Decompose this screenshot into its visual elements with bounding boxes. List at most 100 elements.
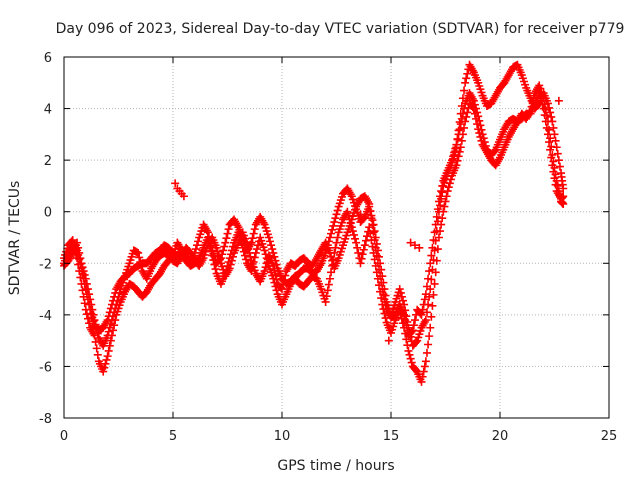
data-point-marker [551,180,560,189]
data-point-marker [422,348,431,357]
data-point-marker [408,326,417,335]
data-point-marker [432,256,441,265]
data-point-marker [428,301,437,310]
data-point-marker [76,273,85,282]
data-point-marker [473,108,482,117]
data-point-marker [543,130,552,139]
data-point-marker [213,247,222,256]
data-point-marker [93,350,102,359]
data-point-marker [545,138,554,147]
data-point-marker [402,321,411,330]
data-point-marker [548,161,557,170]
data-point-marker [112,300,121,309]
data-point-marker [419,367,428,376]
data-point-marker [366,207,375,216]
data-point-marker [554,96,563,105]
data-point-marker [225,264,234,273]
data-point-marker [279,280,288,289]
data-point-marker [371,243,380,252]
x-tick-label: 20 [492,429,509,444]
data-point-marker [448,156,457,165]
data-point-marker [194,237,203,246]
data-point-marker [280,276,289,285]
x-tick-label: 5 [169,429,177,444]
data-point-marker [440,202,449,211]
data-point-marker [266,237,275,246]
data-point-marker [260,246,269,255]
y-tick-label: -6 [39,360,52,375]
data-point-marker [480,138,489,147]
data-point-marker [324,280,333,289]
data-point-marker [376,272,385,281]
data-point-marker [406,238,415,247]
data-point-marker [422,308,431,317]
data-point-marker [249,229,258,238]
data-point-marker [104,327,113,336]
data-point-marker [68,236,77,245]
data-point-marker [421,316,430,325]
data-point-marker [83,285,92,294]
data-point-marker [432,212,441,221]
data-point-marker [430,279,439,288]
data-point-marker [549,167,558,176]
data-point-marker [418,372,427,381]
data-point-marker [77,259,86,268]
data-point-marker [379,290,388,299]
data-point-marker [331,214,340,223]
data-point-marker [421,357,430,366]
data-point-marker [260,267,269,276]
x-tick-label: 25 [601,429,618,444]
data-point-marker [92,325,101,334]
data-point-marker [351,234,360,243]
data-point-marker [456,120,465,129]
data-point-marker [78,263,87,272]
data-point-marker [453,135,462,144]
data-point-marker [192,241,201,250]
data-point-marker [400,310,409,319]
data-point-marker [540,111,549,120]
data-point-marker [410,316,419,325]
chart-title: Day 096 of 2023, Sidereal Day-to-day VTE… [56,21,625,37]
data-point-marker [137,262,146,271]
data-point-marker [542,123,551,132]
data-point-marker [409,321,418,330]
data-point-marker [73,238,82,247]
data-point-marker [410,241,419,250]
data-point-marker [420,362,429,371]
data-point-marker [220,242,229,251]
data-point-marker [81,274,90,283]
data-point-marker [114,292,123,301]
data-point-marker [454,130,463,139]
data-point-marker [460,104,469,113]
data-point-marker [356,259,365,268]
data-point-marker [367,214,376,223]
x-tick-label: 10 [274,429,291,444]
data-point-marker [135,253,144,262]
data-point-marker [559,199,568,208]
data-point-marker [426,259,435,268]
data-point-marker [329,221,338,230]
data-point-marker [546,145,555,154]
data-point-marker [427,312,436,321]
data-point-marker [93,329,102,338]
y-tick-label: 4 [44,103,52,118]
data-point-marker [417,377,426,386]
data-point-marker [538,100,547,109]
data-point-marker [478,130,487,139]
data-point-marker [395,285,404,294]
data-point-marker [458,109,467,118]
data-point-marker [227,256,236,265]
data-point-marker [438,214,447,223]
data-point-marker [104,346,113,355]
data-point-marker [115,288,124,297]
data-point-marker [407,358,416,367]
data-point-marker [425,332,434,341]
data-point-marker [224,225,233,234]
data-point-marker [333,233,342,242]
data-point-marker [243,241,252,250]
data-point-marker [333,206,342,215]
data-point-marker [421,290,430,299]
data-point-marker [470,100,479,109]
data-point-marker [418,305,427,314]
data-point-marker [322,292,331,301]
